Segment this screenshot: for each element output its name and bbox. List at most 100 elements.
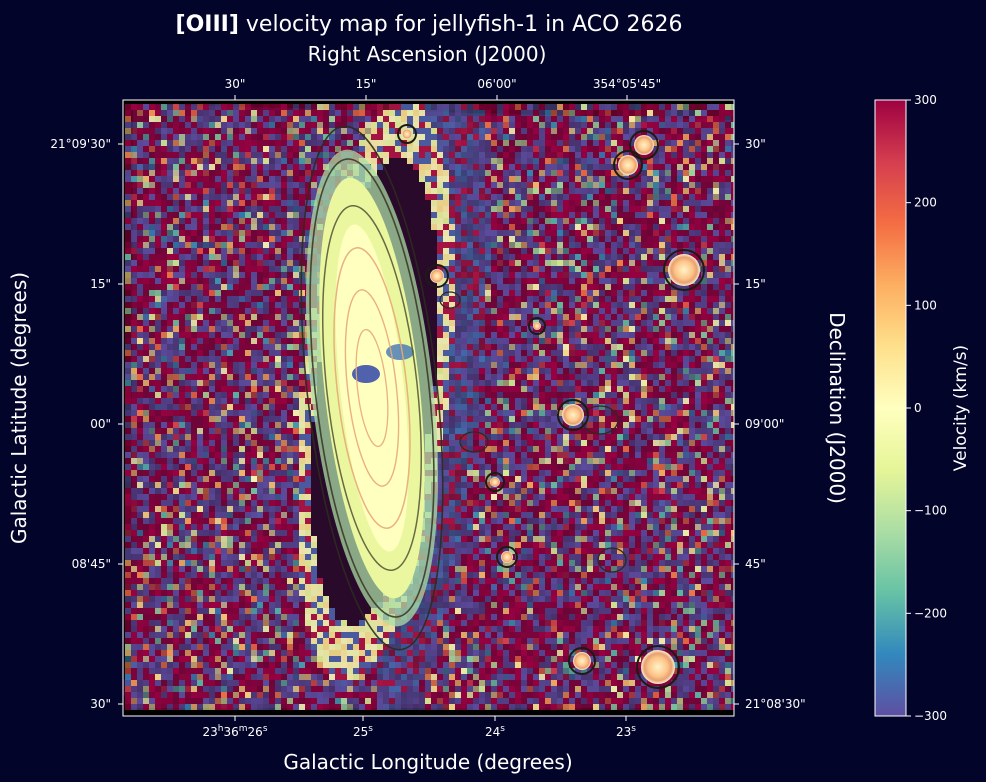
noise-pixel [215, 416, 221, 422]
noise-pixel [203, 122, 209, 128]
noise-pixel [605, 140, 611, 146]
noise-pixel [227, 242, 233, 248]
noise-pixel [551, 308, 557, 314]
noise-pixel [653, 278, 659, 284]
noise-pixel [473, 260, 479, 266]
noise-pixel [227, 194, 233, 200]
noise-pixel [695, 212, 701, 218]
noise-pixel [731, 266, 734, 272]
noise-pixel [503, 260, 509, 266]
noise-pixel [239, 104, 245, 110]
noise-pixel [263, 146, 269, 152]
noise-pixel [629, 218, 635, 224]
noise-pixel [713, 434, 719, 440]
noise-pixel [689, 200, 695, 206]
noise-pixel [689, 434, 695, 440]
noise-pixel [473, 356, 479, 362]
noise-pixel [419, 140, 425, 146]
noise-pixel [635, 122, 641, 128]
noise-pixel [287, 284, 293, 290]
noise-pixel [425, 188, 431, 194]
noise-pixel [251, 242, 257, 248]
noise-pixel [473, 386, 479, 392]
noise-pixel [365, 128, 371, 134]
noise-pixel [533, 308, 539, 314]
noise-pixel [575, 278, 581, 284]
noise-pixel [185, 134, 191, 140]
noise-pixel [161, 176, 167, 182]
noise-pixel [587, 224, 593, 230]
noise-pixel [587, 278, 593, 284]
noise-pixel [527, 224, 533, 230]
noise-pixel [221, 278, 227, 284]
noise-pixel [557, 218, 563, 224]
noise-pixel [599, 398, 605, 404]
noise-pixel [269, 290, 275, 296]
noise-pixel [629, 410, 635, 416]
noise-pixel [275, 326, 281, 332]
noise-pixel [623, 260, 629, 266]
noise-pixel [437, 224, 443, 230]
noise-pixel [659, 230, 665, 236]
noise-pixel [227, 254, 233, 260]
noise-pixel [599, 194, 605, 200]
noise-pixel [653, 422, 659, 428]
noise-pixel [299, 296, 305, 302]
noise-pixel [617, 404, 623, 410]
noise-pixel [563, 164, 569, 170]
noise-pixel [413, 122, 419, 128]
noise-pixel [599, 422, 605, 428]
noise-pixel [215, 230, 221, 236]
noise-pixel [497, 362, 503, 368]
noise-pixel [215, 164, 221, 170]
noise-pixel [287, 242, 293, 248]
noise-pixel [635, 410, 641, 416]
noise-pixel [461, 158, 467, 164]
noise-pixel [557, 284, 563, 290]
noise-pixel [569, 242, 575, 248]
noise-pixel [533, 296, 539, 302]
noise-pixel [515, 224, 521, 230]
noise-pixel [275, 200, 281, 206]
noise-pixel [545, 410, 551, 416]
noise-pixel [671, 170, 677, 176]
noise-pixel [455, 254, 461, 260]
noise-pixel [629, 398, 635, 404]
noise-pixel [713, 206, 719, 212]
noise-pixel [707, 380, 713, 386]
noise-pixel [197, 110, 203, 116]
noise-pixel [197, 212, 203, 218]
noise-pixel [173, 116, 179, 122]
noise-pixel [695, 188, 701, 194]
noise-pixel [725, 170, 731, 176]
noise-pixel [665, 326, 671, 332]
noise-pixel [623, 308, 629, 314]
noise-pixel [425, 128, 431, 134]
noise-pixel [617, 392, 623, 398]
noise-pixel [545, 308, 551, 314]
noise-pixel [275, 272, 281, 278]
noise-pixel [539, 206, 545, 212]
noise-pixel [581, 362, 587, 368]
noise-pixel [245, 230, 251, 236]
noise-pixel [155, 284, 161, 290]
noise-pixel [233, 212, 239, 218]
noise-pixel [377, 152, 383, 158]
noise-pixel [251, 200, 257, 206]
noise-pixel [167, 374, 173, 380]
noise-pixel [317, 152, 323, 158]
noise-pixel [533, 266, 539, 272]
noise-pixel [557, 194, 563, 200]
noise-pixel [461, 338, 467, 344]
noise-pixel [713, 290, 719, 296]
noise-pixel [281, 338, 287, 344]
noise-pixel [551, 284, 557, 290]
noise-pixel [263, 422, 269, 428]
noise-pixel [641, 368, 647, 374]
noise-pixel [671, 140, 677, 146]
noise-pixel [671, 236, 677, 242]
noise-pixel [131, 158, 137, 164]
noise-pixel [449, 182, 455, 188]
noise-pixel [671, 356, 677, 362]
noise-pixel [125, 242, 131, 248]
